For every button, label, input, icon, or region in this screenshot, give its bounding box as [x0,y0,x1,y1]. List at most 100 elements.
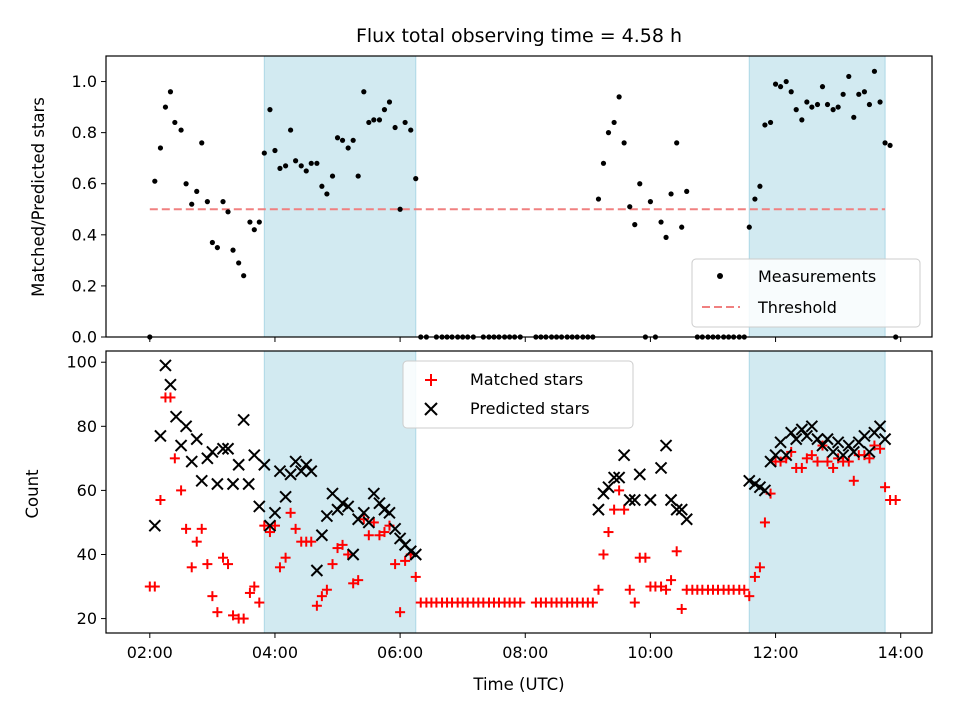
predicted-star-point [258,458,271,471]
matched-star-point [363,530,374,541]
measurement-point [413,176,419,182]
predicted-star-point [680,513,693,526]
measurement-point [835,104,841,110]
top-x-ticks [149,337,902,342]
legend-measurements-marker [717,273,723,279]
matched-star-point [290,523,301,534]
predicted-star-point [858,429,871,443]
measurement-point [178,127,184,133]
predicted-star-point [612,471,626,484]
measurement-point [851,114,857,120]
measurement-point [236,260,242,266]
chart-title: Flux total observing time = 4.58 h [356,25,682,47]
predicted-star-point [242,477,255,491]
matched-star-point [666,575,677,586]
measurement-point [287,127,294,133]
predicted-star-point [279,490,292,504]
matched-star-point [259,520,270,531]
measurement-point [298,163,304,169]
matched-star-point [202,559,213,570]
bottom-legend: Matched stars Predicted stars [402,360,634,429]
predicted-star-point [174,439,188,452]
bottom-matched-layer [144,392,901,624]
y-tick-label: 60 [77,481,97,500]
predicted-star-point [253,500,266,513]
predicted-star-point [847,445,860,459]
measurement-point [663,234,669,240]
predicted-star-point [758,484,772,497]
matched-star-point [833,453,844,464]
predicted-star-point [237,413,250,427]
measurement-point [314,160,320,166]
predicted-star-point [670,503,683,516]
predicted-star-point [148,519,162,532]
shaded-interval [263,350,417,634]
measurement-point [658,219,664,225]
predicted-star-point [602,480,615,494]
matched-star-point [656,581,667,592]
measurement-point [366,119,372,126]
matched-star-point [593,584,604,595]
measurement-point [241,273,247,279]
matched-star-point [332,543,343,554]
matched-star-point [379,527,390,538]
matched-star-point [149,581,160,592]
matched-star-point [629,597,640,608]
predicted-star-point [664,493,678,507]
measurement-point [247,219,253,225]
predicted-star-point [805,420,819,433]
measurement-point [329,173,336,179]
y-tick-label: 100 [66,353,97,372]
matched-star-point [619,504,630,515]
measurement-point [277,165,283,171]
measurement-point [616,94,622,100]
matched-star-point [395,607,406,618]
matched-star-point [274,562,285,573]
x-tick-label: 10:00 [627,643,673,662]
matched-star-point [796,462,807,473]
matched-star-point [207,591,218,602]
measurement-point [684,188,690,194]
measurement-point [809,104,815,110]
matched-star-point [749,571,760,582]
measurement-point [209,239,215,246]
matched-star-point [269,520,280,531]
predicted-star-point [195,474,208,487]
predicted-star-point [774,436,787,449]
measurement-point [162,104,169,110]
top-legend: Measurements Threshold [691,258,921,328]
matched-star-point [744,591,755,602]
y-tick-label: 80 [77,417,97,436]
measurement-point [777,84,784,90]
predicted-star-point [310,564,324,577]
predicted-star-point [169,410,183,423]
predicted-star-point [346,548,360,561]
matched-star-point [640,552,651,563]
matched-star-point [285,507,296,518]
measurement-point [272,147,278,154]
matched-star-point [614,485,625,496]
measurement-point [152,178,158,184]
predicted-star-point [305,464,318,478]
measurement-point [392,124,398,131]
predicted-star-point [164,378,177,391]
matched-star-point [775,456,786,467]
predicted-star-point [644,493,657,507]
legend-matched-label: Matched stars [470,370,583,389]
measurement-point [611,119,617,126]
measurement-point [402,119,408,126]
measurement-point [261,150,267,156]
predicted-star-point [289,455,302,468]
measurement-point [371,117,377,123]
x-tick-label: 12:00 [753,643,799,662]
y-tick-label: 0.8 [72,123,97,142]
matched-star-point [890,495,901,506]
measurement-point [772,81,779,87]
matched-star-point [400,555,411,566]
top-y-axis-label: Matched/Predicted stars [29,97,48,297]
legend-measurements-label: Measurements [758,267,876,286]
measurement-point [172,119,178,126]
y-tick-label: 0.2 [72,276,97,295]
measurement-point [830,107,836,113]
predicted-star-point [659,439,673,452]
